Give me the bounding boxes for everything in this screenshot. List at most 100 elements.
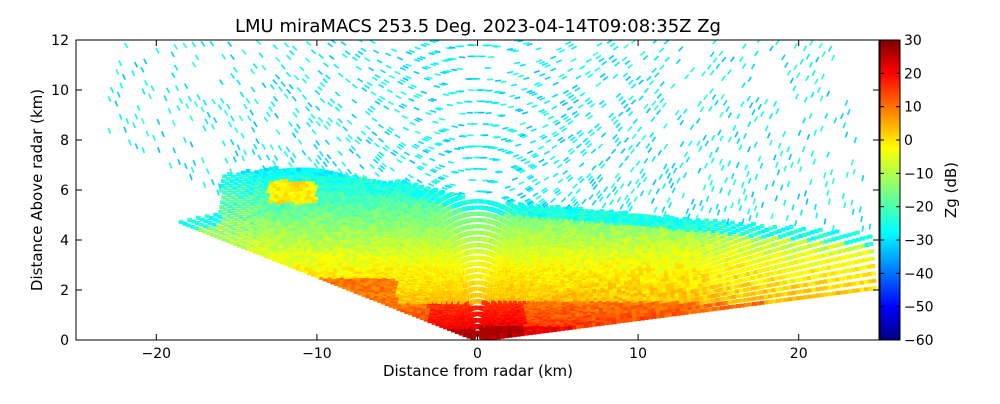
echo-cell — [360, 209, 365, 214]
echo-cell — [314, 254, 320, 259]
echo-cell — [268, 255, 273, 260]
echo-cell — [265, 246, 271, 251]
echo-cell — [310, 220, 315, 225]
echo-cell — [279, 220, 285, 224]
echo-cell — [359, 233, 365, 238]
echo-cell — [330, 227, 335, 232]
echo-cell — [361, 274, 366, 278]
echo-cell — [278, 223, 284, 228]
echo-cell — [299, 228, 305, 232]
echo-cell — [358, 251, 363, 256]
echo-cell — [310, 205, 316, 210]
echo-cell — [349, 251, 355, 256]
echo-cell — [314, 237, 319, 242]
echo-cell — [338, 230, 343, 235]
echo-cell — [322, 255, 328, 260]
echo-cell — [360, 189, 366, 194]
echo-cell — [355, 198, 361, 202]
echo-cell — [283, 178, 288, 183]
echo-cell — [348, 274, 353, 279]
echo-cell — [350, 285, 355, 290]
echo-cell — [344, 180, 349, 185]
echo-cell — [332, 174, 337, 179]
echo-cell — [330, 277, 336, 282]
echo-cell — [297, 256, 302, 261]
echo-cell — [202, 224, 208, 229]
echo-cell — [303, 266, 309, 271]
echo-cell — [212, 217, 218, 222]
echo-cell — [350, 234, 356, 239]
echo-cell — [293, 232, 299, 237]
echo-cell — [326, 211, 332, 216]
echo-cell — [347, 195, 352, 200]
echo-cell — [303, 186, 308, 191]
echo-cell — [245, 218, 251, 223]
echo-cell — [359, 180, 365, 185]
echo-cell — [355, 280, 361, 285]
echo-cell — [270, 205, 276, 210]
echo-cell — [207, 221, 213, 225]
echo-cell — [362, 176, 367, 181]
echo-cell — [292, 261, 297, 266]
echo-cell — [302, 248, 308, 253]
echo-cell — [317, 225, 323, 230]
echo-cell — [219, 205, 224, 210]
echo-cell — [247, 195, 252, 200]
echo-cell — [213, 212, 219, 217]
echo-cell — [332, 233, 338, 238]
echo-cell — [340, 236, 346, 240]
echo-cell — [268, 213, 274, 218]
echo-cell — [340, 223, 346, 228]
echo-cell — [362, 205, 367, 210]
echo-cell — [327, 252, 333, 257]
echo-cell — [362, 288, 367, 293]
echo-cell — [268, 251, 274, 256]
echo-cell — [354, 200, 360, 205]
echo-cell — [327, 222, 333, 227]
echo-cell — [244, 246, 250, 251]
echo-cell — [332, 235, 337, 240]
echo-cell — [244, 173, 250, 178]
echo-cell — [279, 175, 285, 180]
echo-cell — [259, 183, 264, 188]
echo-cell — [250, 182, 256, 187]
echo-cell — [268, 181, 274, 186]
echo-cell — [290, 226, 296, 231]
echo-cell — [265, 224, 271, 229]
echo-cell — [312, 174, 318, 179]
echo-cell — [342, 231, 348, 235]
echo-cell — [292, 239, 298, 244]
echo-cell — [280, 199, 286, 204]
echo-cell — [270, 240, 276, 245]
echo-cell — [237, 184, 242, 188]
echo-cell — [299, 170, 305, 175]
echo-cell — [324, 205, 329, 210]
echo-cell — [341, 176, 346, 181]
echo-cell — [260, 212, 265, 217]
echo-cell — [321, 187, 327, 192]
echo-cell — [313, 257, 319, 262]
echo-cell — [349, 190, 355, 195]
echo-cell — [254, 170, 260, 175]
echo-cell — [272, 215, 277, 220]
echo-cell — [346, 263, 352, 268]
echo-cell — [314, 274, 320, 279]
echo-cell — [284, 258, 290, 263]
echo-cell — [336, 235, 342, 240]
echo-cell — [231, 190, 236, 195]
echo-cell — [359, 247, 365, 252]
echo-cell — [419, 184, 424, 189]
echo-cell — [359, 212, 365, 216]
echo-cell — [301, 218, 307, 223]
echo-cell — [361, 256, 366, 261]
echo-cell — [246, 180, 252, 185]
echo-cell — [329, 216, 334, 221]
echo-cell — [356, 244, 361, 249]
echo-cell — [352, 217, 357, 222]
echo-cell — [388, 180, 394, 185]
echo-cell — [254, 218, 260, 223]
echo-cell — [291, 181, 297, 185]
echo-cell — [256, 228, 262, 233]
echo-cell — [338, 243, 344, 248]
echo-cell — [357, 291, 363, 296]
